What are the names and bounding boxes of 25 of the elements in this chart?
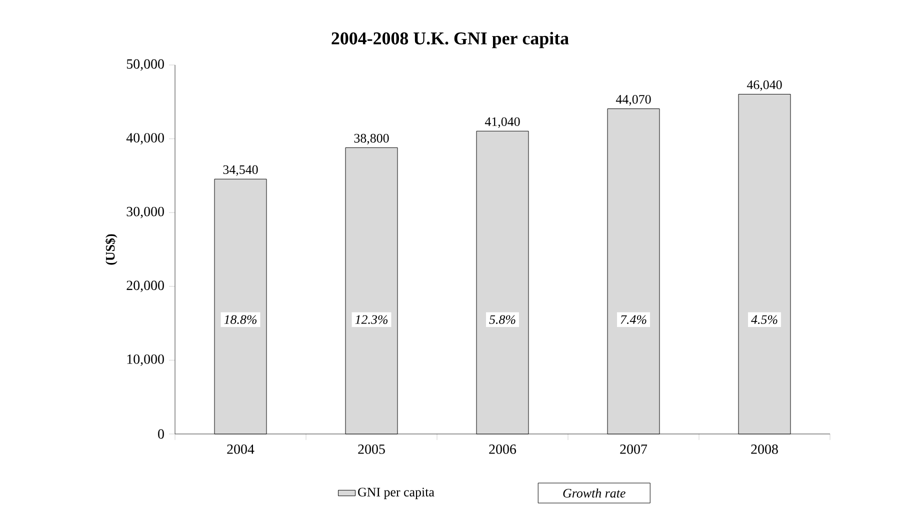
data-label: 38,800 [354,134,389,144]
x-tick-label: 2008 [751,444,778,454]
y-tick-label: 0 [158,429,164,439]
text: Growth rate [563,488,626,498]
legend-label: GNI per capita [358,488,434,500]
x-tick-label: 2004 [227,444,254,454]
chart-title: 2004-2008 U.K. GNI per capita [332,32,569,48]
x-tick-label: 2005 [358,444,385,454]
data-label: 41,040 [484,117,520,128]
annotation: 5.8% [489,315,516,324]
annotation: 12.3% [355,315,388,324]
y-tick-label: 10,000 [127,354,164,366]
annotation: 18.8% [224,315,256,324]
data-label: 46,040 [746,80,782,92]
data-label: 44,070 [616,94,651,106]
annotation: 4.5% [751,315,778,324]
y-tick-label: 40,000 [126,133,164,144]
x-tick-label: 2006 [489,444,516,454]
y-tick-label: 50,000 [126,59,164,71]
y-tick-label: 30,000 [126,206,164,218]
x-tick-label: 2007 [620,444,648,454]
y-tick-label: 20,000 [126,280,164,292]
annotation: 7.4% [620,315,646,324]
data-label: 34,540 [223,165,258,176]
y-axis-title: (US$) [105,234,118,265]
